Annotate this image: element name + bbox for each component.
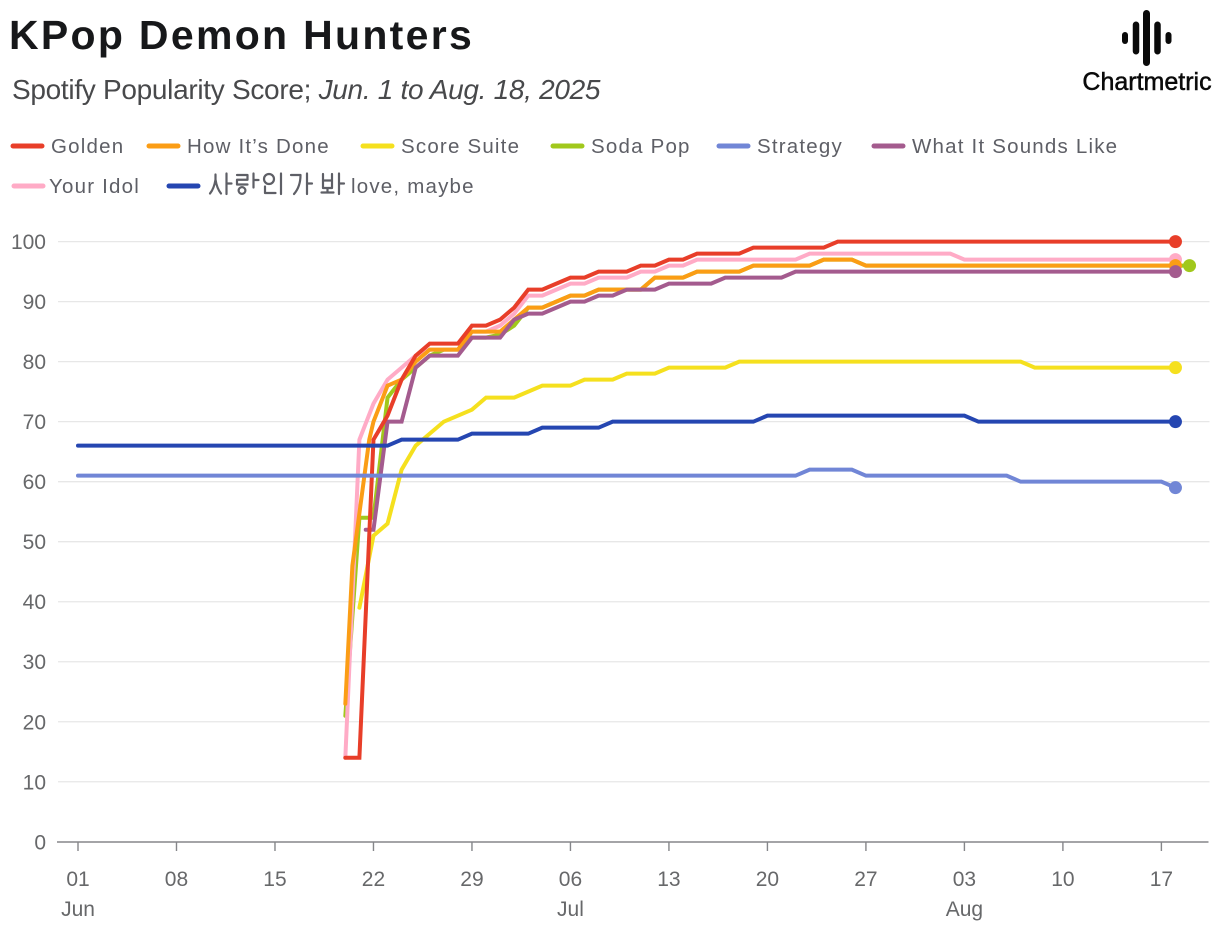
svg-text:17: 17 (1150, 868, 1173, 891)
svg-text:01: 01 (66, 868, 89, 891)
svg-text:50: 50 (23, 531, 46, 554)
svg-text:90: 90 (23, 291, 46, 314)
svg-text:03: 03 (953, 868, 976, 891)
svg-text:08: 08 (165, 868, 188, 891)
svg-text:KPop Demon Hunters: KPop Demon Hunters (9, 12, 474, 58)
svg-text:22: 22 (362, 868, 385, 891)
svg-text:Golden: Golden (51, 135, 124, 158)
svg-text:15: 15 (263, 868, 286, 891)
svg-text:love, maybe: love, maybe (351, 175, 475, 198)
svg-text:20: 20 (756, 868, 779, 891)
svg-text:100: 100 (11, 231, 46, 254)
svg-text:Aug: Aug (946, 898, 983, 921)
svg-text:How It’s Done: How It’s Done (187, 135, 330, 158)
svg-text:Spotify Popularity Score; Jun.: Spotify Popularity Score; Jun. 1 to Aug.… (12, 74, 601, 105)
svg-text:40: 40 (23, 591, 46, 614)
svg-text:80: 80 (23, 351, 46, 374)
svg-text:Chartmetric: Chartmetric (1082, 68, 1211, 96)
svg-text:13: 13 (657, 868, 680, 891)
svg-text:What It Sounds Like: What It Sounds Like (912, 135, 1118, 158)
svg-text:Your Idol: Your Idol (49, 175, 140, 198)
svg-text:Score Suite: Score Suite (401, 135, 520, 158)
svg-text:06: 06 (559, 868, 582, 891)
svg-text:70: 70 (23, 411, 46, 434)
svg-text:10: 10 (23, 771, 46, 794)
svg-text:Strategy: Strategy (757, 135, 843, 158)
svg-text:60: 60 (23, 471, 46, 494)
svg-text:30: 30 (23, 651, 46, 674)
svg-text:Soda Pop: Soda Pop (591, 135, 691, 158)
svg-text:Jul: Jul (557, 898, 584, 921)
svg-text:27: 27 (854, 868, 877, 891)
svg-text:0: 0 (34, 831, 46, 854)
svg-text:Jun: Jun (61, 898, 95, 921)
svg-text:10: 10 (1051, 868, 1074, 891)
svg-text:29: 29 (460, 868, 483, 891)
svg-text:20: 20 (23, 711, 46, 734)
